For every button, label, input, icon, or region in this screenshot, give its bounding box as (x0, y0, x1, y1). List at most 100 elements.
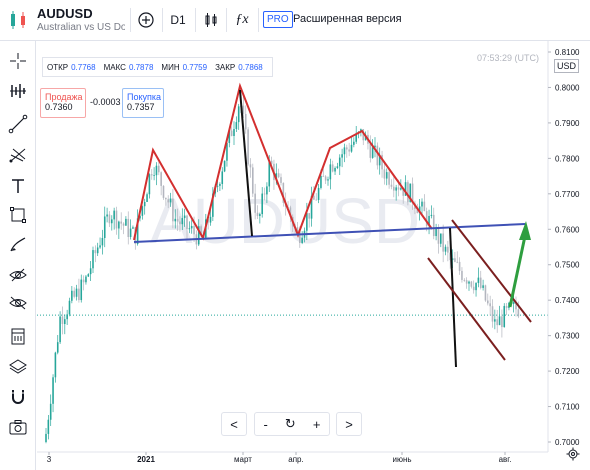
text-icon[interactable] (8, 176, 28, 196)
candle-body (378, 154, 381, 166)
candle-body (212, 193, 214, 217)
candle-body (317, 187, 320, 200)
candle-body (263, 193, 266, 195)
candle-body (247, 129, 249, 165)
candle-body (183, 215, 186, 219)
candle-body (421, 201, 423, 207)
indicators-button[interactable]: ƒx (232, 9, 252, 31)
price-tick-label: 0.7600 (555, 225, 580, 234)
candle-body (169, 198, 172, 203)
candle-body (482, 285, 484, 288)
buy-button[interactable]: Покупка 0.7357 (122, 88, 164, 118)
head-height-line (239, 89, 253, 237)
eye-icon[interactable] (8, 265, 28, 285)
layers-icon[interactable] (8, 357, 28, 377)
candle-body (115, 210, 118, 229)
candle-body (376, 145, 379, 166)
zoom-in-button[interactable]: + (312, 416, 321, 432)
buy-price: 0.7357 (127, 102, 155, 112)
candle-body (101, 237, 104, 246)
candle-body (362, 129, 365, 141)
candle-body (108, 214, 111, 224)
candle-body (129, 228, 132, 238)
candle-body (329, 164, 332, 180)
candle-body (52, 377, 54, 404)
compare-add-button[interactable] (136, 9, 156, 31)
brush-icon[interactable] (8, 234, 28, 254)
candle-body (334, 167, 336, 172)
rectangle-icon[interactable] (8, 205, 28, 225)
scroll-forward-button[interactable]: > (336, 412, 362, 436)
symbol-name[interactable]: AUDUSD (37, 6, 93, 21)
candle-body (501, 316, 503, 328)
top-toolbar: AUDUSD Australian vs US Dollar D1 ƒx PRO… (0, 0, 590, 41)
spread-value: -0.0003 (90, 97, 121, 107)
candle-body (200, 226, 202, 235)
candle-body (216, 185, 219, 187)
candle-body (122, 223, 125, 226)
candle-body (331, 164, 334, 172)
time-tick-label: авг. (499, 455, 512, 464)
ruler-icon[interactable] (8, 326, 28, 346)
candle-body (385, 172, 388, 179)
candle-body (277, 173, 280, 178)
candle-body (324, 176, 327, 181)
currency-badge[interactable]: USD (554, 59, 580, 73)
interval-button[interactable]: D1 (170, 13, 186, 27)
indicator-lines-icon[interactable] (8, 81, 28, 101)
target-projection-line (449, 227, 457, 368)
reset-icon[interactable]: ↻ (284, 416, 296, 431)
candle-body (59, 316, 61, 343)
hide-icon[interactable] (8, 293, 28, 313)
trend-line-icon[interactable] (8, 114, 28, 134)
candle-body (416, 209, 419, 214)
extended-version-link[interactable]: Расширенная версия (293, 13, 402, 25)
candle-body (369, 143, 372, 158)
candle-body (371, 147, 374, 158)
sell-price: 0.7360 (45, 102, 73, 112)
price-tick-label: 0.7300 (555, 332, 580, 341)
candle-body (308, 213, 310, 219)
candle-body (172, 198, 174, 222)
zoom-out-button[interactable]: - (263, 416, 268, 432)
candle-body (461, 270, 463, 280)
candle-body (437, 227, 440, 244)
candle-body (409, 183, 412, 203)
magnet-icon[interactable] (8, 387, 28, 407)
time-tick-label: июнь (392, 455, 411, 464)
candle-body (475, 282, 477, 291)
scroll-back-button[interactable]: < (221, 412, 247, 436)
price-tick-label: 0.7200 (555, 367, 580, 376)
divider (258, 8, 259, 32)
candle-body (425, 211, 428, 226)
candle-body (223, 160, 226, 172)
camera-icon[interactable] (8, 417, 28, 437)
crosshair-icon[interactable] (8, 51, 28, 71)
drawing-toolbar (0, 41, 36, 470)
pro-badge[interactable]: PRO (263, 11, 293, 28)
candle-body (517, 309, 520, 317)
candle-body (346, 147, 348, 150)
candle-body (146, 194, 148, 202)
candle-body (315, 199, 318, 201)
candle-body (254, 193, 256, 213)
price-tick-label: 0.7000 (555, 438, 580, 447)
candle-body (54, 352, 57, 378)
candle-body (400, 188, 402, 190)
candle-body (494, 319, 496, 322)
chart-type-button[interactable] (201, 9, 221, 31)
candle-body (252, 167, 254, 194)
candle-body (505, 305, 508, 308)
candle-body (235, 122, 238, 130)
candle-body (465, 280, 468, 284)
sell-button[interactable]: Продажа 0.7360 (40, 88, 86, 118)
neckline (133, 223, 526, 243)
price-tick-label: 0.8000 (555, 83, 580, 92)
candle-body (402, 188, 404, 196)
settings-gear-icon[interactable] (566, 447, 580, 461)
candle-body (226, 142, 228, 161)
candle-body (141, 206, 144, 216)
candle-body (397, 187, 400, 190)
fork-icon[interactable] (8, 145, 28, 165)
